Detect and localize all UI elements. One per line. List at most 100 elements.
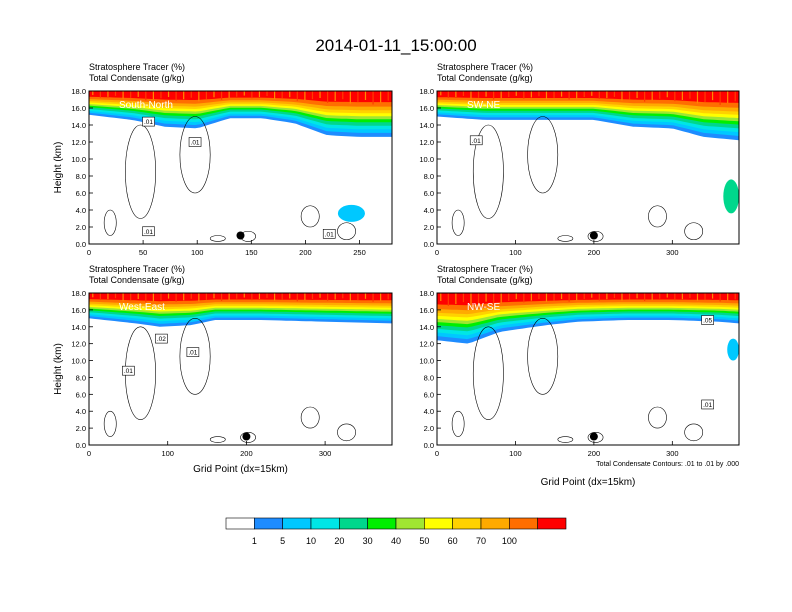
condensate-contour	[179, 116, 211, 194]
y-tick-label: 18.0	[419, 289, 434, 298]
x-tick-label: 300	[319, 449, 332, 458]
colorbar-level: 40	[391, 536, 401, 546]
contour-label: .01	[124, 368, 133, 375]
colorbar-swatch	[480, 517, 510, 530]
y-tick-label: 14.0	[71, 323, 86, 332]
colorbar-level: 100	[502, 536, 517, 546]
y-tick-label: 16.0	[71, 306, 86, 315]
condensate-contour	[103, 209, 117, 236]
y-tick-label: 12.0	[71, 138, 86, 147]
x-tick-label: 0	[435, 248, 439, 257]
y-tick-label: 10.0	[71, 357, 86, 366]
y-tick-label: 4.0	[424, 206, 434, 215]
y-tick-label: 6.0	[424, 189, 434, 198]
section-label: South-North	[119, 100, 173, 111]
x-tick-label: 300	[666, 248, 679, 257]
x-tick-label: 0	[87, 248, 91, 257]
x-tick-label: 200	[240, 449, 253, 458]
x-tick-label: 50	[139, 248, 147, 257]
y-tick-label: 8.0	[424, 172, 434, 181]
contour-label-box	[701, 399, 714, 410]
y-tick-label: 16.0	[419, 306, 434, 315]
y-axis-label: Height (km)	[53, 343, 64, 395]
contour-label: .01	[144, 119, 153, 126]
condensate-contour	[648, 205, 667, 228]
condensate-contour	[527, 116, 559, 194]
y-tick-label: 2.0	[76, 424, 86, 433]
colorbar-swatch	[282, 517, 312, 530]
y-tick-label: 12.0	[419, 138, 434, 147]
contour-footnote: Total Condensate Contours: .01 to .01 by…	[596, 461, 739, 468]
y-tick-label: 2.0	[424, 223, 434, 232]
contour-label: .01	[703, 402, 712, 409]
panel-frame	[436, 292, 740, 446]
condensate-contour	[125, 124, 156, 219]
y-tick-label: 2.0	[76, 223, 86, 232]
condensate-contour	[337, 222, 356, 241]
condensate-contour	[684, 423, 704, 442]
y-tick-label: 18.0	[71, 87, 86, 96]
location-marker	[589, 231, 598, 240]
condensate-contour	[209, 235, 226, 242]
contour-label: .02	[157, 336, 166, 343]
colorbar-swatch	[452, 517, 482, 530]
panel-plot-area: .02 .01 .01	[89, 293, 392, 445]
y-tick-label: 10.0	[419, 357, 434, 366]
x-tick-label: 150	[245, 248, 258, 257]
panel-nw-se: Stratosphere Tracer (%)Total Condensate …	[419, 264, 740, 488]
condensate-contour	[472, 124, 504, 219]
y-tick-label: 10.0	[71, 155, 86, 164]
panel-south-north: Stratosphere Tracer (%)Total Condensate …	[53, 62, 393, 257]
location-marker	[236, 231, 245, 240]
tracer-band-100	[89, 293, 392, 302]
colorbar-swatch	[254, 517, 283, 530]
contour-label-box	[122, 365, 135, 376]
y-tick-label: 2.0	[424, 424, 434, 433]
colorbar-swatch	[310, 517, 340, 530]
location-marker	[589, 432, 598, 441]
x-tick-label: 300	[666, 449, 679, 458]
contour-label-box	[155, 333, 168, 344]
condensate-contour	[240, 432, 256, 443]
x-axis-label: Grid Point (dx=15km)	[193, 464, 288, 475]
condensate-contour	[684, 222, 704, 241]
panel-header-condensate: Total Condensate (g/kg)	[89, 275, 185, 285]
colorbar-swatch	[367, 517, 397, 530]
condensate-contour	[209, 436, 226, 443]
y-tick-label: 0.0	[424, 441, 434, 450]
location-marker	[242, 432, 251, 441]
panels: Stratosphere Tracer (%) Total Condensate …	[53, 62, 740, 488]
y-axis-label: Height (km)	[53, 142, 64, 194]
tracer-patch	[723, 179, 739, 214]
contour-label-box	[469, 135, 483, 146]
contour-label: .01	[191, 140, 200, 147]
tracer-patch	[337, 204, 365, 222]
x-tick-label: 200	[299, 248, 312, 257]
y-tick-label: 8.0	[424, 373, 434, 382]
y-tick-label: 8.0	[76, 172, 86, 181]
condensate-contour	[472, 326, 504, 420]
contour-label-box	[142, 226, 155, 237]
contour-label: .01	[472, 138, 481, 145]
colorbar-level: 70	[476, 536, 486, 546]
colorbar-swatch	[537, 517, 567, 530]
panel-header-tracer: Stratosphere Tracer (%)	[89, 62, 185, 72]
panel-plot-area: .05 .01	[437, 293, 739, 445]
contour-label: .01	[188, 350, 197, 357]
contour-label-box	[188, 137, 202, 147]
section-label: SW-NE	[467, 100, 500, 111]
section-label: West-East	[119, 302, 165, 313]
colorbar-level: 10	[306, 536, 316, 546]
colorbar-level: 20	[334, 536, 344, 546]
contour-label: .01	[325, 231, 334, 238]
y-tick-label: 12.0	[419, 340, 434, 349]
y-tick-label: 0.0	[76, 441, 86, 450]
x-axis-label: Grid Point (dx=15km)	[541, 477, 636, 488]
y-tick-label: 16.0	[71, 104, 86, 113]
condensate-contour	[557, 436, 574, 443]
x-tick-label: 0	[435, 449, 439, 458]
contour-label: .01	[144, 229, 153, 236]
condensate-contour	[103, 410, 117, 437]
panel-west-east: Stratosphere Tracer (%)Total Condensate …	[53, 264, 393, 475]
condensate-contour	[337, 423, 356, 442]
